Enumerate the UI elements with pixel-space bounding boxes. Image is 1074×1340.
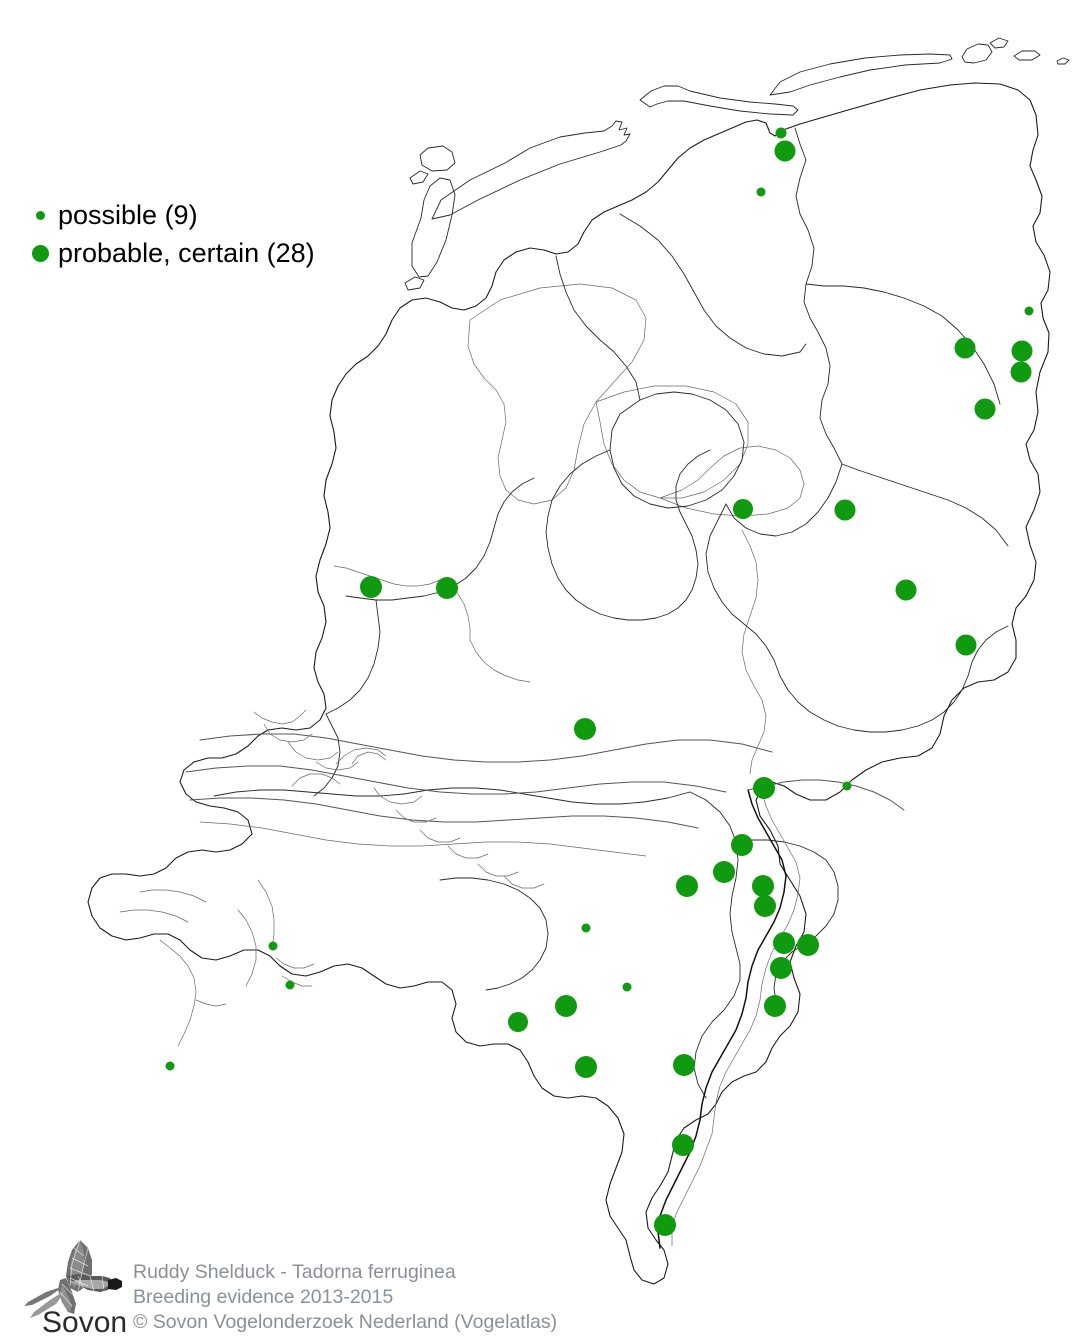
- marker-probable-certain: [733, 499, 753, 519]
- marker-probable-certain: [508, 1012, 528, 1032]
- marker-probable-certain: [955, 634, 977, 656]
- map-legend: possible (9) probable, certain (28): [22, 196, 422, 272]
- marker-probable-certain: [673, 1054, 695, 1076]
- marker-possible: [775, 127, 787, 139]
- marker-possible: [581, 923, 591, 933]
- credit-line-copyright: © Sovon Vogelonderzoek Nederland (Vogela…: [133, 1311, 558, 1333]
- credit-line-subject: Breeding evidence 2013-2015: [133, 1286, 394, 1308]
- marker-probable-certain: [753, 777, 775, 799]
- legend-swatch-probable-certain: [22, 244, 58, 262]
- ijsselmeer-lakes: [467, 283, 805, 517]
- swallow-bird-logo-icon: Sovon: [24, 1239, 126, 1338]
- marker-possible: [756, 187, 766, 197]
- province-boundaries: [213, 127, 1009, 1099]
- marker-probable-certain: [895, 579, 917, 601]
- marker-probable-certain: [754, 895, 776, 917]
- marker-probable-certain: [752, 875, 774, 897]
- legend-label-possible: possible (9): [58, 199, 198, 230]
- marker-probable-certain: [774, 140, 796, 162]
- marker-probable-certain: [436, 577, 458, 599]
- map-footer: Sovon Ruddy Shelduck - Tadorna ferrugine…: [0, 1228, 1074, 1340]
- credit-block: Ruddy Shelduck - Tadorna ferruginea Bree…: [133, 1260, 557, 1335]
- marker-probable-certain: [764, 995, 786, 1017]
- mainland-coastline: [87, 82, 1051, 1285]
- marker-probable-certain: [797, 934, 819, 956]
- sovon-logo-text: Sovon: [42, 1306, 126, 1338]
- marker-probable-certain: [954, 337, 976, 359]
- legend-label-probable-certain: probable, certain (28): [58, 237, 315, 268]
- marker-probable-certain: [555, 995, 577, 1017]
- marker-possible: [268, 941, 278, 951]
- marker-probable-certain: [770, 957, 792, 979]
- marker-probable-certain: [654, 1214, 676, 1236]
- legend-item-probable-certain: probable, certain (28): [22, 234, 422, 272]
- marker-probable-certain: [834, 499, 856, 521]
- markers-possible-group: [165, 127, 1034, 1071]
- legend-item-possible: possible (9): [22, 196, 422, 234]
- marker-probable-certain: [974, 398, 996, 420]
- marker-possible: [622, 982, 632, 992]
- marker-probable-certain: [672, 1134, 694, 1156]
- marker-probable-certain: [713, 861, 735, 883]
- marker-probable-certain: [1010, 361, 1032, 383]
- sovon-logo: Sovon: [22, 1234, 126, 1338]
- marker-possible: [165, 1061, 175, 1071]
- marker-possible: [1024, 306, 1034, 316]
- marker-possible: [842, 781, 852, 791]
- marker-probable-certain: [360, 576, 382, 598]
- large-green-dot-icon: [31, 244, 49, 262]
- credit-line-species: Ruddy Shelduck - Tadorna ferruginea: [133, 1261, 456, 1283]
- marker-probable-certain: [1011, 340, 1033, 362]
- rivers-and-waterways: [119, 529, 905, 1249]
- marker-probable-certain: [575, 1056, 597, 1078]
- legend-swatch-possible: [22, 210, 58, 220]
- markers-probable-certain-group: [360, 140, 1033, 1236]
- wadden-islands: [404, 37, 1070, 291]
- small-green-dot-icon: [35, 210, 45, 220]
- marker-probable-certain: [731, 834, 753, 856]
- marker-probable-certain: [676, 875, 698, 897]
- marker-probable-certain: [773, 932, 795, 954]
- marker-probable-certain: [574, 718, 596, 740]
- marker-possible: [285, 980, 295, 990]
